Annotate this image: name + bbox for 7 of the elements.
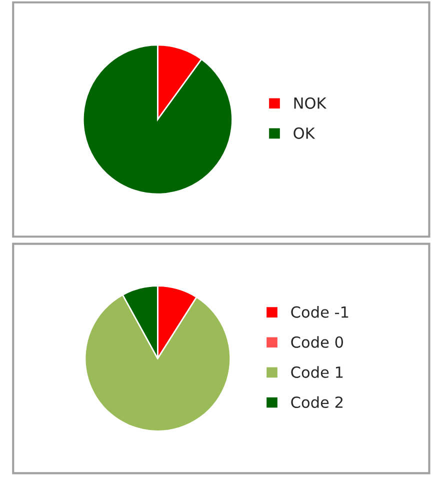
pie-slice — [82, 44, 233, 195]
legend-label: NOK — [294, 97, 327, 109]
legend-label: Code 2 — [291, 396, 342, 408]
legend-label: OK — [294, 127, 316, 139]
legend-label: Code -1 — [291, 306, 348, 318]
legend-label: Code 0 — [291, 336, 343, 348]
legend-label: Code 1 — [291, 366, 343, 378]
